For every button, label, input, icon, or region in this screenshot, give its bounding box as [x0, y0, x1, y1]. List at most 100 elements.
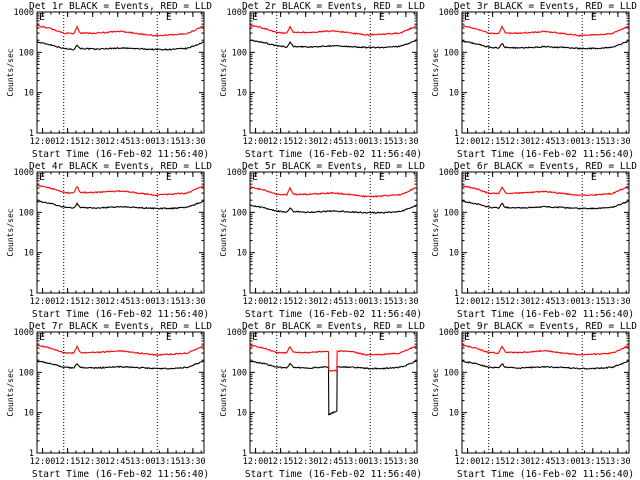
y-tick-label: 100 — [19, 48, 34, 58]
x-tick-label: 12:15 — [268, 137, 294, 147]
e-marker-label: E — [39, 172, 45, 183]
x-tick-label: 13:30 — [605, 297, 631, 307]
x-tick-label: 12:00 — [30, 137, 56, 147]
e-marker-label: E — [166, 172, 172, 183]
y-tick-label: 10 — [24, 89, 34, 99]
y-tick-label: 10 — [237, 89, 247, 99]
x-tick-label: 12:45 — [530, 297, 556, 307]
series-line-lld — [36, 184, 205, 197]
x-tick-label: 13:30 — [393, 137, 419, 147]
e-marker-label: E — [591, 12, 597, 23]
y-tick-label: 1000 — [227, 328, 247, 338]
x-tick-label: 13:00 — [343, 297, 369, 307]
x-tick-label: 12:30 — [293, 457, 319, 467]
e-marker-label: E — [252, 12, 258, 23]
e-marker-label: E — [379, 172, 385, 183]
x-tick-label: 13:00 — [130, 137, 156, 147]
y-tick-label: 1 — [454, 289, 459, 299]
y-axis-label: Counts/sec — [431, 208, 440, 256]
x-tick-label: 13:15 — [155, 137, 181, 147]
y-tick-label: 10 — [24, 409, 34, 419]
plot-frame — [249, 331, 418, 454]
chart-panel-8: Det 8r BLACK = Events, RED = LLD Counts/s… — [219, 321, 425, 480]
x-tick-label: 12:30 — [80, 457, 106, 467]
e-marker-label: E — [464, 172, 470, 183]
e-marker-label: E — [252, 332, 258, 343]
x-axis-label: Start Time (16-Feb-02 11:56:40) — [32, 469, 209, 480]
chart-panel-5: Det 5r BLACK = Events, RED = LLD Counts/s… — [219, 161, 425, 320]
x-tick-label: 12:00 — [243, 137, 269, 147]
e-marker-label: E — [379, 12, 385, 23]
x-tick-label: 12:30 — [505, 297, 531, 307]
chart-panel-3: Det 3r BLACK = Events, RED = LLD Counts/s… — [431, 1, 637, 160]
x-tick-label: 12:30 — [293, 137, 319, 147]
e-marker-label: E — [252, 172, 258, 183]
chart-title: Det 3r BLACK = Events, RED = LLD — [454, 1, 637, 12]
x-tick-label: 12:15 — [268, 297, 294, 307]
x-tick-label: 12:15 — [55, 457, 81, 467]
y-tick-label: 1 — [29, 289, 34, 299]
x-axis-label: Start Time (16-Feb-02 11:56:40) — [32, 149, 209, 160]
series-line-events — [249, 204, 418, 214]
plot-frame — [461, 331, 630, 454]
x-tick-label: 13:00 — [555, 457, 581, 467]
x-tick-label: 12:00 — [30, 457, 56, 467]
x-tick-label: 12:15 — [480, 297, 506, 307]
chart-title: Det 6r BLACK = Events, RED = LLD — [454, 161, 637, 172]
x-tick-label: 12:15 — [480, 457, 506, 467]
x-tick-label: 13:00 — [343, 137, 369, 147]
plot-frame — [249, 11, 418, 134]
plot-frame — [461, 171, 630, 294]
plot-frame — [36, 11, 205, 134]
e-marker-label: E — [39, 332, 45, 343]
x-tick-label: 12:15 — [55, 297, 81, 307]
y-tick-label: 100 — [19, 208, 34, 218]
chart-title: Det 9r BLACK = Events, RED = LLD — [454, 321, 637, 332]
x-tick-label: 13:15 — [368, 297, 394, 307]
y-axis-label: Counts/sec — [6, 368, 15, 416]
series-line-events — [461, 200, 630, 210]
y-axis-label: Counts/sec — [6, 208, 15, 256]
x-tick-label: 13:30 — [180, 137, 206, 147]
x-tick-label: 12:00 — [455, 457, 481, 467]
y-axis-label: Counts/sec — [219, 208, 228, 256]
series-line-events — [36, 200, 205, 210]
series-line-lld — [461, 184, 630, 197]
x-tick-label: 13:15 — [155, 457, 181, 467]
series-line-events — [249, 39, 418, 49]
chart-panel-2: Det 2r BLACK = Events, RED = LLD Counts/s… — [219, 1, 425, 160]
y-tick-label: 10 — [237, 409, 247, 419]
x-tick-label: 12:30 — [505, 457, 531, 467]
y-tick-label: 1000 — [227, 8, 247, 18]
x-axis-label: Start Time (16-Feb-02 11:56:40) — [245, 309, 422, 320]
y-tick-label: 1000 — [439, 328, 459, 338]
x-tick-label: 12:45 — [530, 137, 556, 147]
x-axis-label: Start Time (16-Feb-02 11:56:40) — [457, 149, 634, 160]
series-line-lld — [36, 24, 205, 37]
e-marker-label: E — [464, 332, 470, 343]
y-tick-label: 1 — [242, 129, 247, 139]
chart-panel-9: Det 9r BLACK = Events, RED = LLD Counts/s… — [431, 321, 637, 480]
e-marker-label: E — [464, 12, 470, 23]
x-tick-label: 12:45 — [318, 457, 344, 467]
x-tick-label: 12:00 — [243, 297, 269, 307]
y-tick-label: 10 — [449, 89, 459, 99]
x-tick-label: 13:15 — [580, 137, 606, 147]
chart-panel-4: Det 4r BLACK = Events, RED = LLD Counts/s… — [6, 161, 212, 320]
e-marker-label: E — [166, 12, 172, 23]
series-line-events — [461, 360, 630, 370]
x-axis-label: Start Time (16-Feb-02 11:56:40) — [245, 469, 422, 480]
x-tick-label: 12:00 — [455, 137, 481, 147]
y-tick-label: 100 — [444, 208, 459, 218]
x-tick-label: 13:30 — [605, 457, 631, 467]
series-line-events — [36, 360, 205, 370]
x-tick-label: 12:15 — [55, 137, 81, 147]
chart-title: Det 2r BLACK = Events, RED = LLD — [242, 1, 425, 12]
x-tick-label: 13:30 — [180, 297, 206, 307]
x-tick-label: 13:00 — [343, 457, 369, 467]
y-tick-label: 1 — [29, 449, 34, 459]
x-tick-label: 13:15 — [368, 457, 394, 467]
y-tick-label: 100 — [232, 368, 247, 378]
plot-frame — [461, 11, 630, 134]
y-tick-label: 1 — [242, 449, 247, 459]
